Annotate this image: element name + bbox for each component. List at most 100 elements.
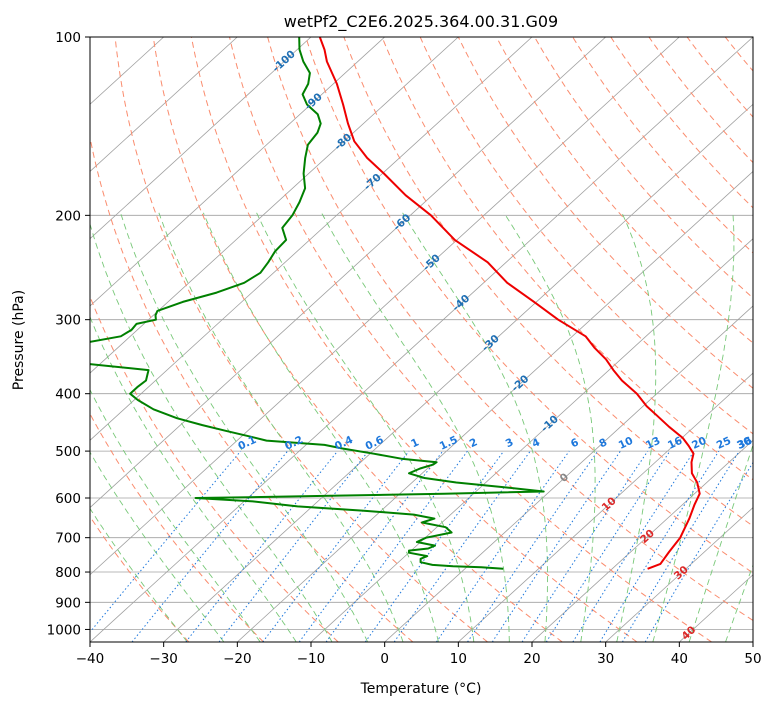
mixing-ratio-label: 10	[617, 435, 635, 452]
dry-adiabat	[90, 295, 339, 642]
mixing-ratio-label: 25	[715, 435, 733, 452]
y-tick-label: 1000	[47, 622, 81, 638]
dry-adiabat	[152, 37, 563, 642]
x-tick-label: 0	[380, 651, 389, 667]
mixing-ratio-label: 6	[569, 436, 581, 450]
x-tick-label: −20	[223, 651, 252, 667]
x-axis-label: Temperature (°C)	[360, 681, 482, 697]
mixing-ratio-line	[491, 450, 621, 642]
isotherm-label: -100	[270, 48, 297, 75]
mixing-ratio-label: 8	[597, 436, 609, 450]
isotherm-line	[458, 372, 753, 642]
mixing-ratio-line	[521, 450, 649, 642]
y-tick-label: 700	[55, 531, 81, 547]
dewpoint-profile	[90, 37, 545, 570]
x-tick-label: −10	[297, 651, 326, 667]
isotherm-line	[90, 37, 312, 240]
moist-adiabat	[90, 507, 188, 642]
moist-adiabat	[202, 212, 439, 642]
dry-adiabat	[114, 37, 488, 642]
dry-adiabat	[305, 37, 753, 574]
isotherm-line	[605, 507, 753, 642]
mixing-ratio-line	[325, 450, 468, 642]
moist-adiabat	[616, 212, 657, 642]
dry-adiabat	[229, 37, 712, 642]
isotherm-line	[90, 37, 680, 576]
dry-adiabat	[648, 37, 753, 164]
isotherm-line	[90, 37, 459, 374]
mixing-ratio-line	[393, 450, 531, 642]
dry-adiabat	[495, 37, 753, 344]
moist-adiabat	[256, 212, 475, 642]
mixing-ratio-label: 4	[530, 436, 542, 450]
x-tick-label: 40	[671, 651, 688, 667]
isotherm-line	[310, 238, 753, 642]
dry-adiabat	[190, 37, 638, 642]
isotherm-line	[90, 37, 606, 509]
mixing-ratio-line	[218, 450, 369, 642]
y-axis-label: Pressure (hPa)	[11, 290, 27, 390]
mixing-ratio-line	[599, 450, 720, 642]
mixing-ratio-line	[185, 450, 338, 642]
mixing-ratio-line	[364, 450, 505, 642]
y-tick-label: 400	[55, 387, 81, 403]
x-axis: −40 −30 −20 −10 0 10 20 30 40 50	[76, 642, 762, 667]
series-layer	[90, 37, 701, 570]
mixing-ratio-line	[435, 450, 570, 642]
moist-adiabat	[120, 212, 369, 642]
mixing-ratio-label: 13	[644, 435, 662, 452]
mixing-ratio-label: 16	[666, 435, 684, 452]
dry-adiabat	[686, 37, 753, 118]
dry-adiabat	[572, 37, 753, 254]
y-tick-label: 800	[55, 565, 81, 581]
moist-adiabat	[90, 451, 225, 642]
y-tick-label: 500	[55, 444, 81, 460]
dry-adiabat	[724, 37, 753, 72]
y-tick-label: 600	[55, 491, 81, 507]
moist-adiabat	[321, 212, 510, 642]
x-tick-label: 30	[597, 651, 614, 667]
dry-adiabat	[90, 515, 190, 642]
mixing-ratio-line	[90, 450, 242, 633]
moist-adiabat	[90, 315, 297, 642]
mixing-ratio-line	[131, 450, 288, 642]
moist-adiabat	[503, 212, 596, 642]
mixing-ratio-label: 2	[468, 436, 480, 450]
mixing-ratio-label: 0.2	[283, 434, 305, 453]
y-tick-label: 200	[55, 208, 81, 224]
isotherm-line	[90, 37, 753, 642]
mixing-ratio-label: 3	[504, 436, 516, 450]
x-tick-label: 20	[523, 651, 540, 667]
dry-adiabat	[457, 37, 753, 389]
y-axis: 100 200 300 400 500 600 700 800 900 1000	[47, 30, 90, 638]
x-tick-label: 10	[450, 651, 467, 667]
y-tick-label: 100	[55, 30, 81, 46]
mixing-ratio-line	[467, 450, 599, 642]
mixing-ratio-line	[572, 450, 695, 642]
moist-adiabat	[402, 212, 548, 642]
y-tick-label: 300	[55, 313, 81, 329]
isotherm-line	[237, 170, 753, 642]
dry-adiabat	[343, 37, 753, 527]
dry-adiabat	[90, 135, 414, 642]
mixing-ratio-label: 0.6	[364, 434, 386, 453]
background-lines	[90, 37, 775, 642]
chart-title: wetPf2_C2E6.2025.364.00.31.G09	[284, 12, 558, 32]
y-tick-label: 900	[55, 595, 81, 611]
temperature-profile	[318, 37, 701, 570]
isotherm-line	[752, 641, 753, 642]
moist-adiabat	[688, 443, 753, 642]
mixing-ratio-label: 1	[409, 436, 421, 450]
dry-adiabat	[763, 37, 775, 642]
x-tick-label: −40	[76, 651, 105, 667]
plot-frame	[89, 36, 754, 643]
x-tick-label: 50	[744, 651, 761, 667]
isotherm-line	[384, 305, 753, 642]
mixing-ratio-line	[262, 450, 410, 642]
isotherm-line	[163, 103, 753, 642]
x-tick-label: −30	[149, 651, 178, 667]
mixing-ratio-label: 20	[690, 435, 708, 452]
mixing-ratio-label: 1.5	[438, 434, 460, 453]
mixing-ratio-label: 30	[735, 435, 753, 452]
